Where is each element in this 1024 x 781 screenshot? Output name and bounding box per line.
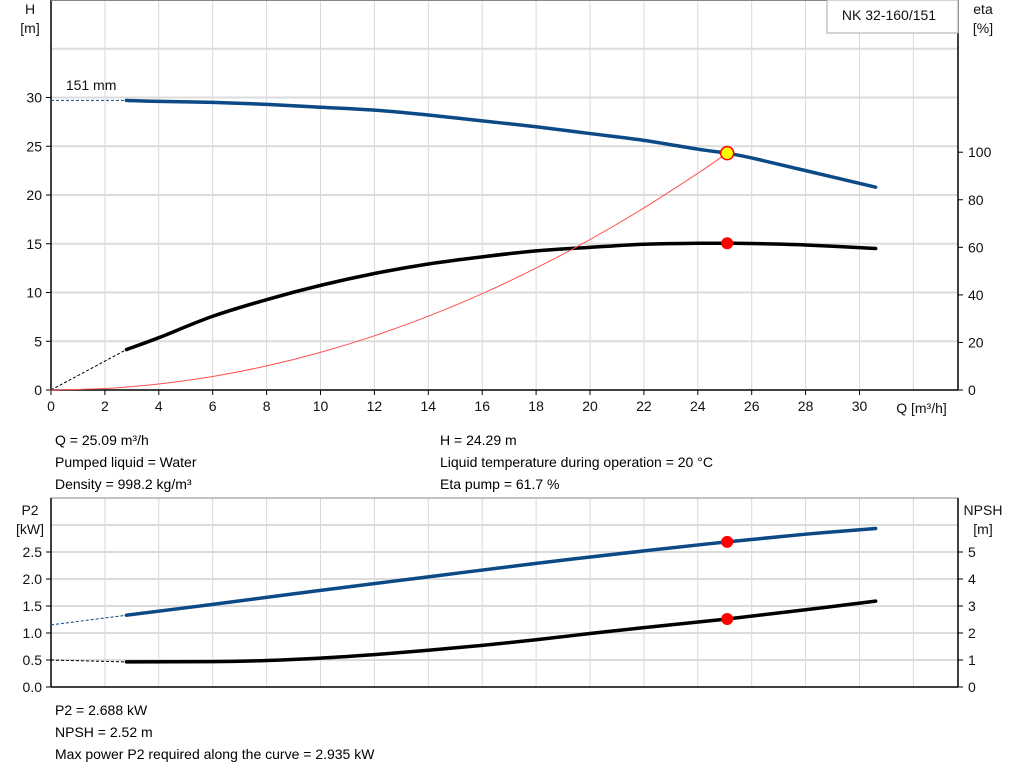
x-tick-label: 4 [155, 398, 163, 414]
y-tick-label: 2.5 [23, 544, 43, 560]
y2-axis-unit: [%] [973, 20, 993, 36]
y2-tick-label: 80 [968, 192, 984, 208]
system-curve [50, 152, 728, 391]
y-axis-unit: [kW] [16, 521, 44, 537]
x-tick-label: 2 [101, 398, 109, 414]
p2-curve [124, 526, 878, 617]
y-tick-label: 30 [26, 90, 42, 106]
y2-tick-label: 0 [968, 679, 976, 695]
x-tick-label: 0 [47, 398, 55, 414]
info-top-right: H = 24.29 m Liquid temperature during op… [440, 429, 713, 495]
y-tick-label: 25 [26, 138, 42, 154]
chart-title: NK 32-160/151 [842, 7, 936, 23]
y-tick-label: 10 [26, 285, 42, 301]
p2-extrapolation [50, 614, 127, 626]
h-curve [124, 98, 878, 189]
info-p2: P2 = 2.688 kW [55, 702, 148, 718]
y-axis-label: H [25, 1, 35, 17]
y2-axis-unit: [m] [973, 521, 992, 537]
x-tick-label: 8 [263, 398, 271, 414]
y2-tick-label: 2 [968, 625, 976, 641]
y-tick-label: 0.5 [23, 652, 43, 668]
eta-curve [124, 241, 878, 352]
y2-tick-label: 4 [968, 571, 976, 587]
y-tick-label: 5 [34, 333, 42, 349]
y2-tick-label: 5 [968, 544, 976, 560]
title-box [826, 0, 959, 34]
x-tick-label: 14 [421, 398, 437, 414]
x-tick-label: 28 [798, 398, 814, 414]
x-tick-label: 20 [582, 398, 598, 414]
curve-diameter-label: 151 mm [66, 77, 117, 93]
info-top-left: Q = 25.09 m³/h Pumped liquid = Water Den… [55, 429, 197, 495]
y-tick-label: 15 [26, 236, 42, 252]
info-h: H = 24.29 m [440, 432, 517, 448]
plot-frame [50, 497, 959, 688]
eta-duty-point [721, 237, 734, 250]
y2-axis-label: NPSH [964, 502, 1003, 518]
y2-tick-label: 100 [968, 144, 992, 160]
h-duty-point [719, 145, 735, 161]
y-tick-label: 1.0 [23, 625, 43, 641]
info-eta: Eta pump = 61.7 % [440, 476, 560, 492]
y2-axis-label: eta [973, 1, 993, 17]
x-tick-label: 18 [528, 398, 544, 414]
y-axis-unit: [m] [20, 20, 39, 36]
x-tick-label: 22 [636, 398, 652, 414]
npsh-extrapolation [50, 659, 127, 663]
y2-tick-label: 20 [968, 334, 984, 350]
info-npsh: NPSH = 2.52 m [55, 724, 153, 740]
y2-tick-label: 1 [968, 652, 976, 668]
x-tick-label: 26 [744, 398, 760, 414]
x-axis-label: Q [m³/h] [896, 400, 947, 416]
x-tick-label: 10 [313, 398, 329, 414]
y2-tick-label: 60 [968, 239, 984, 255]
info-q: Q = 25.09 m³/h [55, 432, 149, 448]
info-max-p2: Max power P2 required along the curve = … [55, 746, 375, 762]
x-tick-label: 30 [852, 398, 868, 414]
y2-tick-label: 0 [968, 382, 976, 398]
y-tick-label: 20 [26, 187, 42, 203]
y-tick-label: 0.0 [23, 679, 43, 695]
info-bottom: P2 = 2.688 kW NPSH = 2.52 m Max power P2… [55, 699, 374, 765]
y2-tick-label: 3 [968, 598, 976, 614]
y-tick-label: 0 [34, 382, 42, 398]
x-tick-label: 16 [474, 398, 490, 414]
npsh-curve [124, 599, 878, 664]
y2-tick-label: 40 [968, 287, 984, 303]
x-tick-label: 6 [209, 398, 217, 414]
info-density: Density = 998.2 kg/m³ [55, 476, 192, 492]
info-liquid: Pumped liquid = Water [55, 454, 197, 470]
y-tick-label: 1.5 [23, 598, 43, 614]
info-temp: Liquid temperature during operation = 20… [440, 454, 713, 470]
p2-duty-point [721, 535, 734, 548]
eta-extrapolation [50, 349, 127, 391]
y-tick-label: 2.0 [23, 571, 43, 587]
y-axis-label: P2 [21, 502, 38, 518]
x-tick-label: 24 [690, 398, 706, 414]
npsh-duty-point [721, 612, 734, 625]
x-tick-label: 12 [367, 398, 383, 414]
